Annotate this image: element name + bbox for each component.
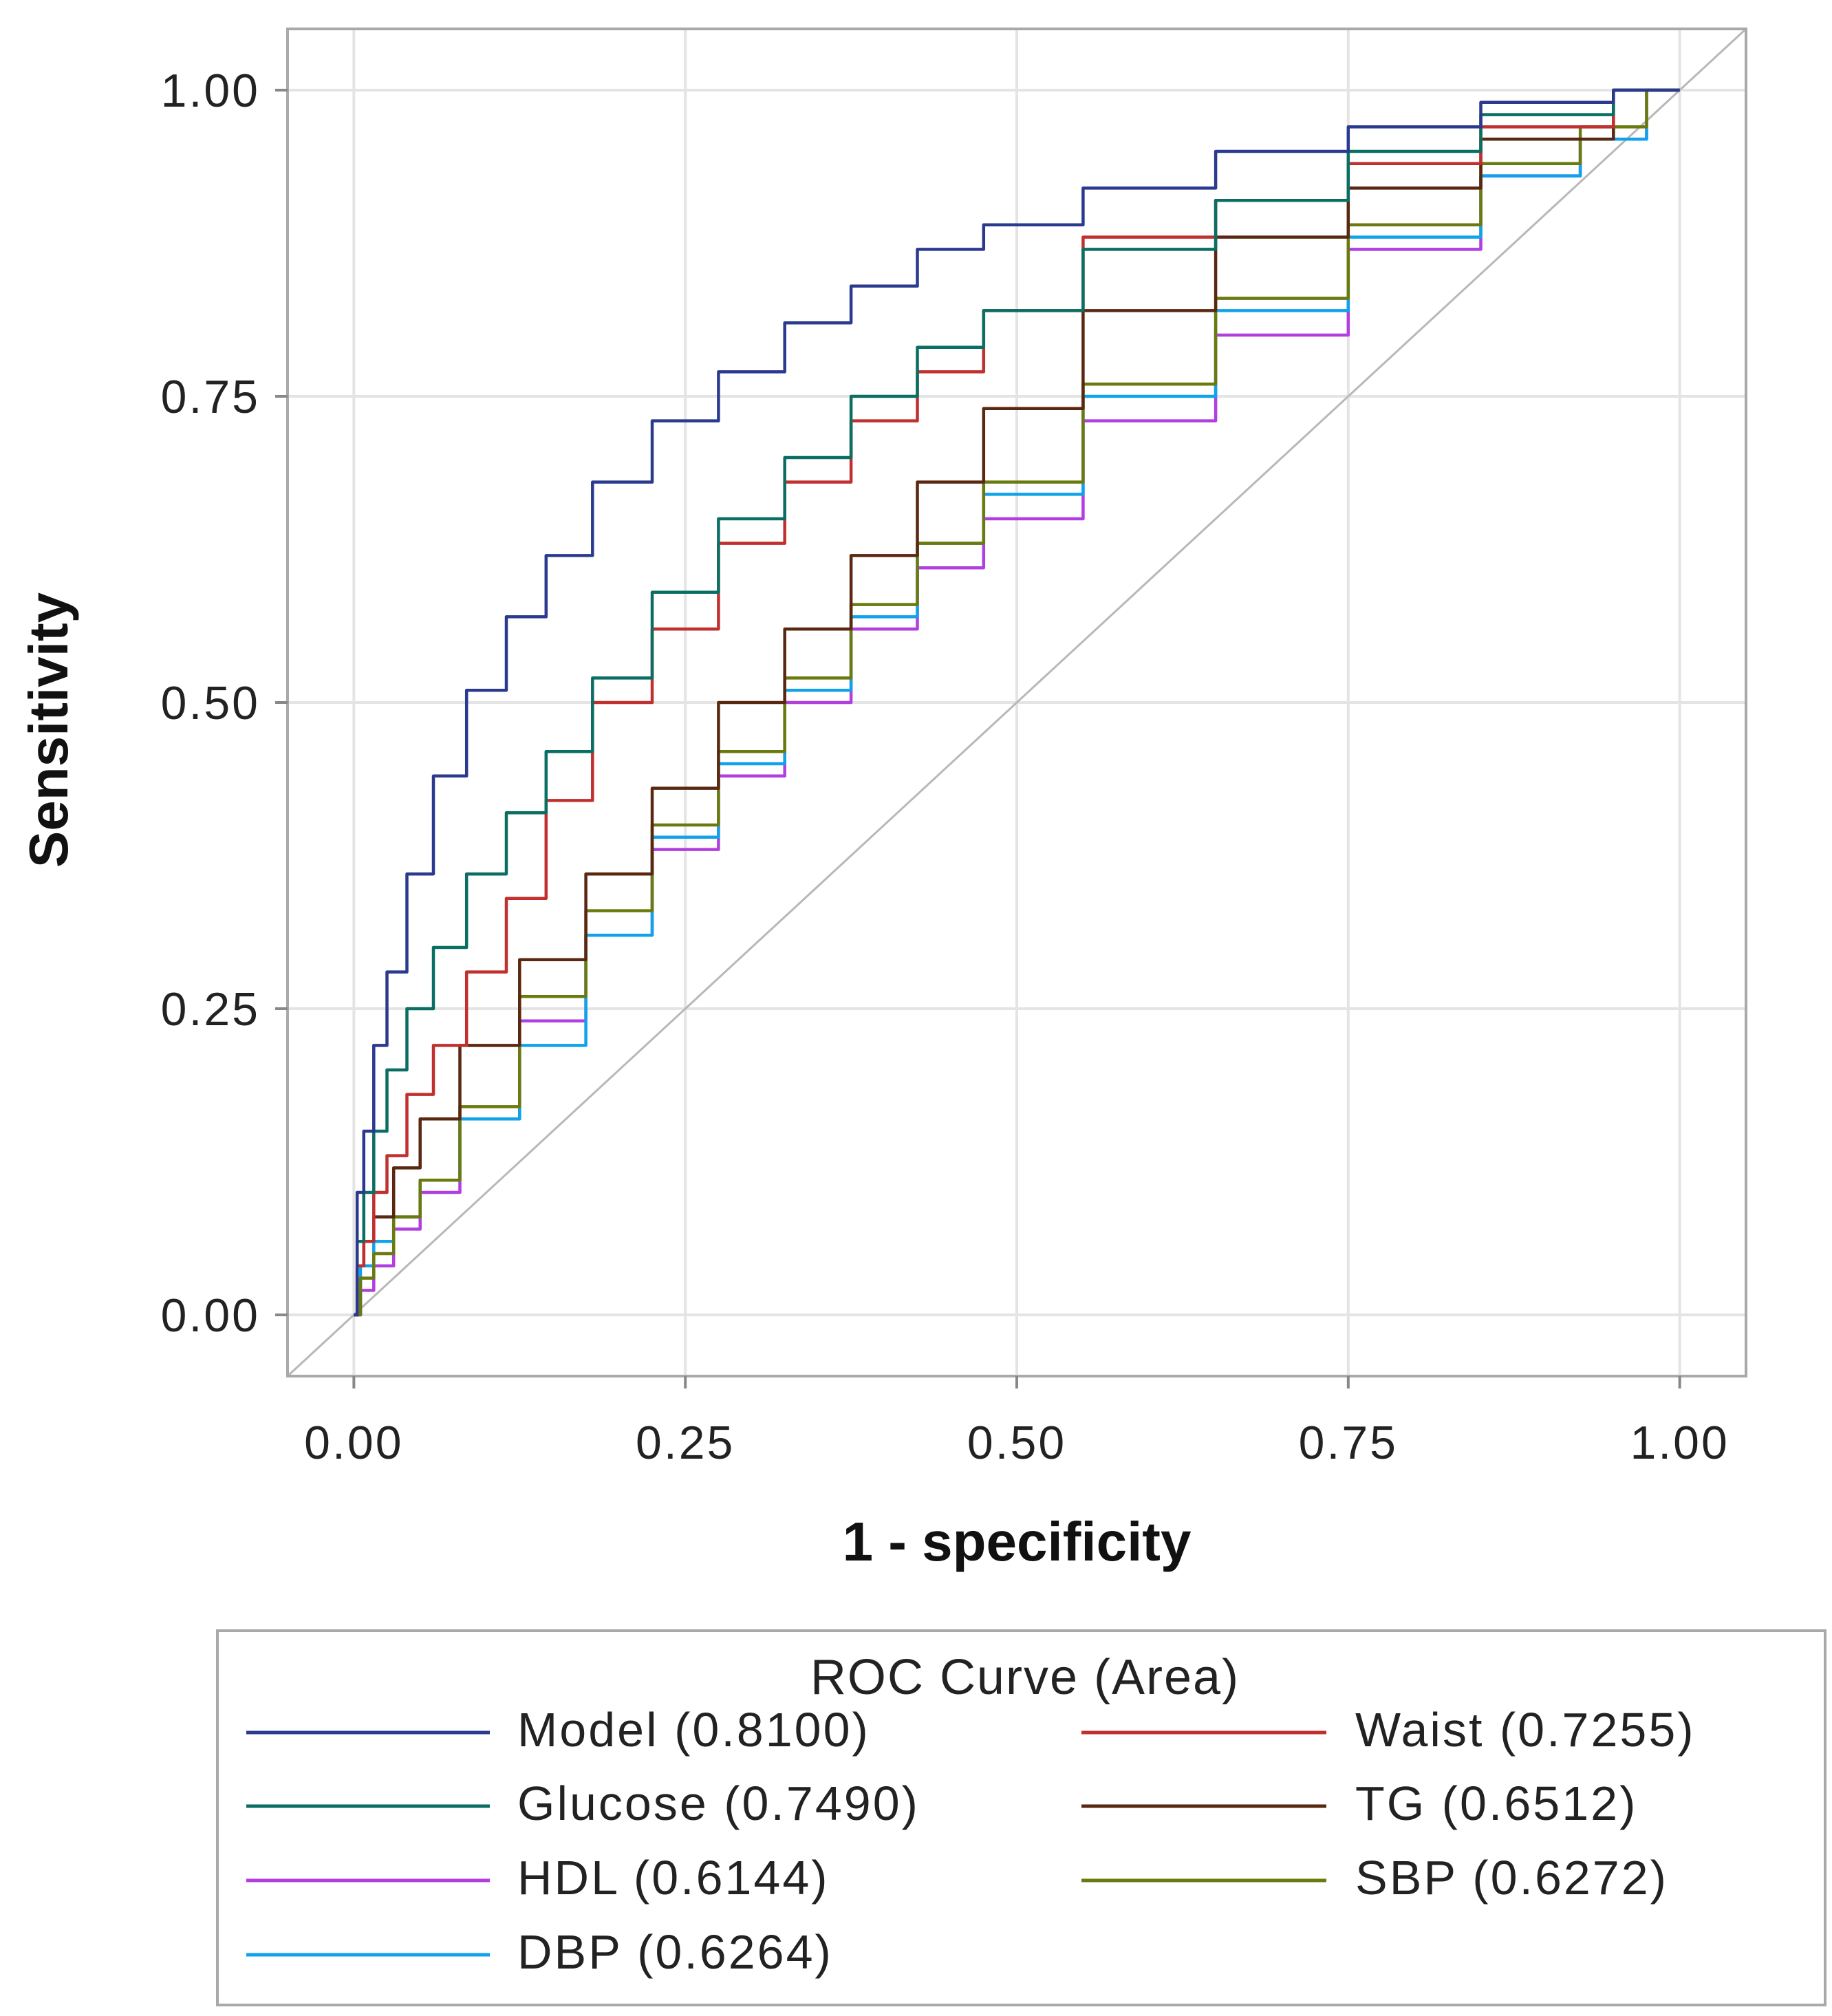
legend-label-glucose: Glucose (0.7490): [517, 1777, 920, 1830]
y-tick-label-2: 0.50: [161, 677, 260, 729]
curve-sbp: [354, 88, 1680, 1317]
axis-ticks: 0.00 0.00 0.25 0.25 0.50 0.50 0.75 0.75 1.00 1.00: [161, 65, 1729, 1469]
legend-label-sbp: SBP (0.6272): [1355, 1851, 1668, 1905]
y-tick-label-1: 0.25: [161, 983, 260, 1036]
reference-diagonal: [286, 28, 1747, 1377]
legend-title: ROC Curve (Area): [810, 1650, 1240, 1705]
curve-glucose: [354, 88, 1680, 1317]
x-axis-title: 1 - specificity: [843, 1511, 1192, 1572]
legend-box: [216, 1629, 1826, 2006]
legend-items: Model (0.8100) Glucose (0.7490) HDL (0.614…: [246, 1703, 1696, 1979]
curve-tg: [354, 88, 1680, 1317]
x-tick-label-2: 0.50: [967, 1417, 1066, 1469]
legend-label-waist: Waist (0.7255): [1355, 1703, 1696, 1757]
y-tick-label-3: 0.75: [161, 371, 260, 423]
curve-model: [354, 88, 1680, 1317]
legend-label-model: Model (0.8100): [517, 1703, 870, 1757]
legend-label-hdl: HDL (0.6144): [517, 1851, 830, 1905]
y-tick-label-0: 0.00: [161, 1289, 260, 1342]
legend-label-dbp: DBP (0.6264): [517, 1925, 833, 1979]
y-tick-label-4: 1.00: [161, 65, 260, 117]
x-tick-label-4: 1.00: [1630, 1417, 1729, 1469]
x-tick-label-1: 0.25: [636, 1417, 735, 1469]
roc-curves: [354, 88, 1680, 1317]
x-tick-label-3: 0.75: [1299, 1417, 1398, 1469]
y-axis-title: Sensitivity: [18, 592, 79, 868]
legend-label-tg: TG (0.6512): [1355, 1777, 1637, 1830]
x-tick-label-0: 0.00: [304, 1417, 403, 1469]
